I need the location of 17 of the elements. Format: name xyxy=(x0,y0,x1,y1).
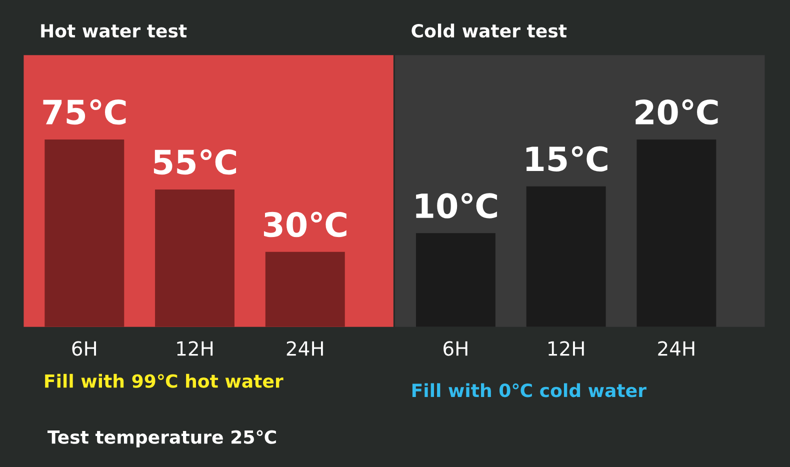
data-label: 20℃ xyxy=(636,99,718,125)
text: Test temperature 25℃ xyxy=(47,430,276,448)
x-tick-label: 12H xyxy=(177,341,213,356)
text: Fill with 0℃ cold water xyxy=(412,383,646,398)
x-tick-label: 6H xyxy=(444,341,468,356)
chart-title: Hot water test xyxy=(41,24,187,38)
data-label: 30℃ xyxy=(264,212,346,238)
data-label: 55℃ xyxy=(154,149,236,175)
data-label: 15℃ xyxy=(526,146,608,172)
x-tick-label: 12H xyxy=(548,341,584,356)
chart-title: Cold water test xyxy=(412,24,567,38)
x-tick-label: 24H xyxy=(658,341,694,356)
data-label: 10℃ xyxy=(416,192,497,218)
x-tick-label: 6H xyxy=(72,341,96,356)
text: Fill with 99℃ hot water xyxy=(45,374,284,388)
data-label: 75℃ xyxy=(43,99,126,125)
x-tick-label: 24H xyxy=(286,341,323,356)
